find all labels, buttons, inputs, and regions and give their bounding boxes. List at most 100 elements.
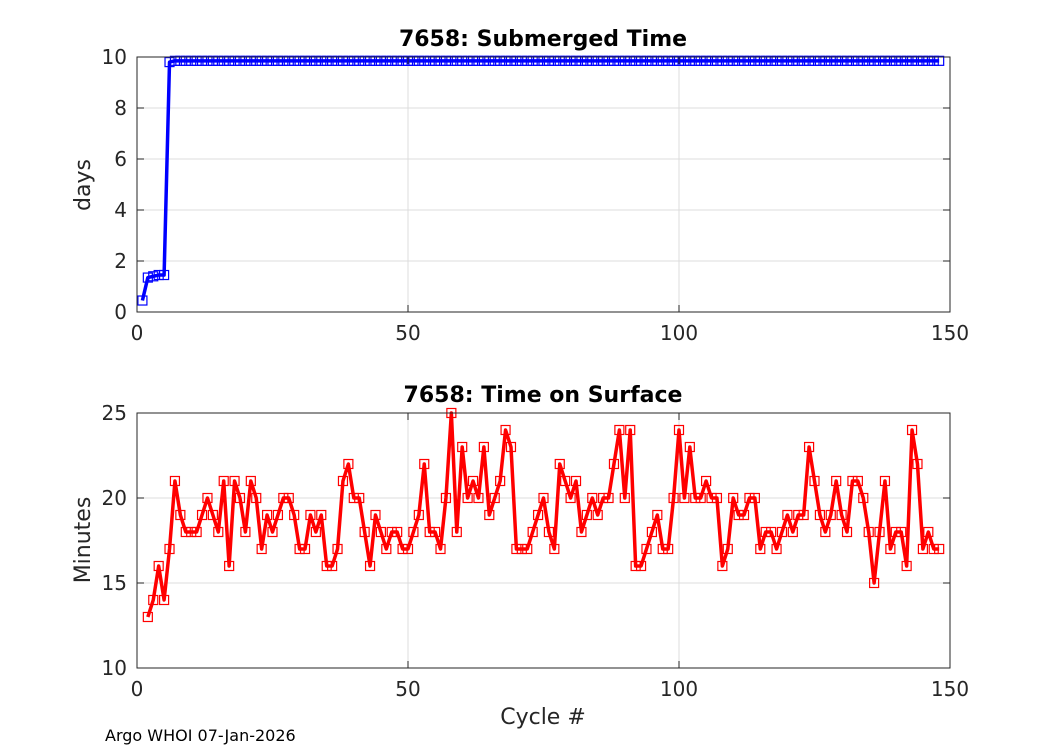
data-point bbox=[766, 55, 777, 66]
data-point bbox=[576, 526, 587, 538]
y-axis-label: days bbox=[71, 159, 96, 211]
data-point bbox=[917, 543, 929, 555]
data-point bbox=[831, 475, 842, 487]
data-point bbox=[522, 55, 533, 66]
data-point bbox=[169, 475, 181, 487]
data-point bbox=[722, 55, 733, 66]
data-point bbox=[663, 55, 674, 66]
data-point bbox=[495, 475, 506, 487]
y-tick-label: 10 bbox=[102, 45, 127, 69]
data-point bbox=[256, 543, 267, 555]
data-point bbox=[191, 55, 202, 66]
data-point bbox=[706, 492, 717, 504]
data-point bbox=[630, 55, 641, 66]
data-point bbox=[294, 543, 305, 555]
data-point bbox=[245, 55, 256, 66]
data-point bbox=[608, 458, 620, 470]
data-point bbox=[570, 55, 582, 66]
y-tick-label: 8 bbox=[114, 96, 127, 120]
data-point bbox=[679, 55, 690, 66]
data-point bbox=[592, 55, 603, 66]
data-point bbox=[700, 55, 712, 66]
data-point bbox=[332, 543, 343, 555]
data-point bbox=[896, 55, 907, 66]
data-point bbox=[392, 526, 403, 538]
data-point bbox=[272, 509, 284, 521]
data-point bbox=[175, 509, 186, 521]
data-point bbox=[787, 526, 798, 538]
data-point bbox=[852, 55, 863, 66]
data-point bbox=[793, 509, 804, 521]
data-point bbox=[841, 55, 853, 66]
data-point bbox=[495, 55, 506, 66]
data-point bbox=[803, 55, 815, 66]
data-point bbox=[565, 55, 576, 66]
data-point bbox=[717, 560, 728, 572]
data-point bbox=[272, 55, 284, 66]
data-point bbox=[413, 55, 424, 66]
x-tick-label: 50 bbox=[395, 321, 420, 345]
data-point bbox=[657, 543, 668, 555]
data-point bbox=[906, 55, 918, 66]
data-point bbox=[543, 55, 555, 66]
data-point bbox=[370, 55, 381, 66]
data-point bbox=[278, 492, 289, 504]
data-point bbox=[825, 55, 836, 66]
x-tick-label: 0 bbox=[131, 677, 144, 701]
data-point bbox=[142, 611, 153, 623]
data-point bbox=[473, 492, 484, 504]
data-point bbox=[581, 509, 592, 521]
x-tick-label: 150 bbox=[931, 677, 969, 701]
data-point bbox=[836, 55, 847, 66]
data-point bbox=[451, 526, 462, 538]
data-point bbox=[251, 55, 262, 66]
data-point bbox=[478, 441, 489, 453]
data-point bbox=[359, 526, 370, 538]
data-point bbox=[213, 526, 224, 538]
data-point bbox=[430, 526, 441, 538]
data-point bbox=[885, 543, 896, 555]
y-tick-label: 2 bbox=[114, 249, 127, 273]
data-point bbox=[820, 526, 831, 538]
data-point bbox=[261, 55, 273, 66]
data-point bbox=[901, 560, 912, 572]
data-point bbox=[744, 55, 755, 66]
y-tick-label: 15 bbox=[102, 571, 127, 595]
data-point bbox=[874, 526, 885, 538]
data-point bbox=[560, 475, 571, 487]
data-point bbox=[641, 55, 652, 66]
data-point bbox=[847, 475, 858, 487]
data-point bbox=[153, 269, 164, 281]
data-point bbox=[224, 55, 235, 66]
data-point bbox=[267, 526, 278, 538]
data-point bbox=[159, 269, 170, 281]
data-point bbox=[717, 55, 728, 66]
data-point bbox=[381, 543, 392, 555]
data-point bbox=[164, 543, 175, 555]
data-point bbox=[722, 543, 733, 555]
data-point bbox=[207, 55, 218, 66]
data-point bbox=[299, 55, 311, 66]
data-point bbox=[283, 492, 294, 504]
data-point bbox=[283, 55, 294, 66]
data-point bbox=[554, 55, 565, 66]
data-point bbox=[684, 55, 695, 66]
data-point bbox=[538, 492, 549, 504]
data-point bbox=[728, 55, 739, 66]
data-point bbox=[245, 475, 256, 487]
y-tick-label: 6 bbox=[114, 147, 127, 171]
data-point bbox=[934, 55, 945, 66]
data-point bbox=[901, 55, 912, 66]
y-tick-label: 0 bbox=[114, 300, 127, 324]
data-point bbox=[592, 509, 603, 521]
data-point bbox=[321, 560, 332, 572]
data-point bbox=[711, 55, 723, 66]
data-point bbox=[354, 492, 365, 504]
submerged-time-axes: 0 50 100 150 0 2 4 6 8 10 7658: Submerged Time da… bbox=[71, 27, 969, 345]
data-point bbox=[364, 560, 376, 572]
series-line bbox=[140, 59, 940, 301]
data-point bbox=[798, 55, 809, 66]
data-point bbox=[565, 492, 576, 504]
data-point bbox=[234, 55, 246, 66]
